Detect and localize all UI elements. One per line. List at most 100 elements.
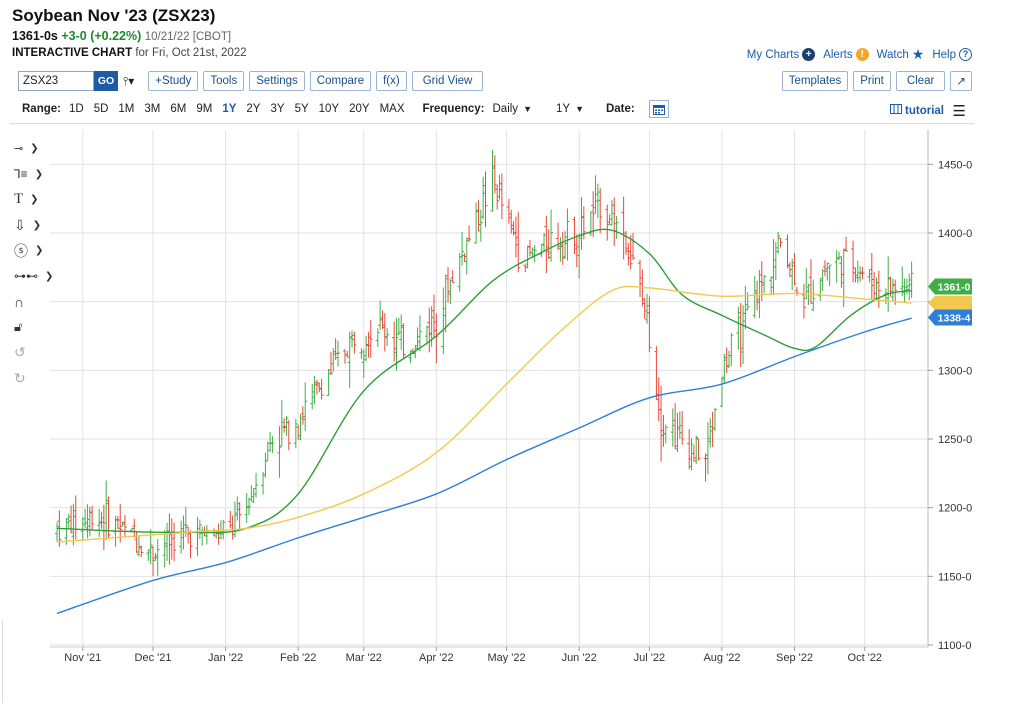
ohlc-bar	[572, 216, 577, 255]
crosshair-icon: ⊸	[14, 143, 24, 156]
range-2y[interactable]: 2Y	[246, 103, 261, 115]
range-1y[interactable]: 1Y	[222, 103, 237, 115]
text-tool[interactable]: T ❯	[14, 187, 48, 213]
ohlc-bar	[382, 312, 387, 352]
ohlc-bar	[129, 527, 134, 532]
range-5d[interactable]: 5D	[93, 103, 109, 115]
alerts-label: Alerts	[823, 48, 853, 61]
print-button[interactable]: Print	[853, 71, 891, 91]
ohlc-bar	[811, 279, 816, 312]
ohlc-bar	[314, 379, 319, 395]
ohlc-bar	[703, 453, 708, 482]
ohlc-bar	[612, 197, 617, 246]
ohlc-bar	[778, 237, 783, 248]
ohlc-bar	[867, 269, 872, 283]
ohlc-bar	[284, 416, 289, 436]
range-6m[interactable]: 6M	[170, 103, 187, 115]
range-bar: Range: 1D 5D 1M 3M 6M 9M 1Y 2Y 3Y 5Y 10Y 20Y MAX Fre…	[22, 100, 669, 118]
add-study-button[interactable]: +Study	[148, 71, 199, 91]
arrow-tool[interactable]: ⇩ ❯	[14, 213, 48, 239]
ohlc-bar	[834, 250, 839, 283]
expand-icon[interactable]: ↗	[950, 71, 972, 91]
lock-tool[interactable]: 🔓︎	[14, 315, 48, 341]
grid-view-button[interactable]: Grid View	[411, 71, 484, 91]
lines-tool[interactable]: ⅂≡ ❯	[14, 162, 48, 188]
range-1d[interactable]: 1D	[68, 103, 84, 115]
chevron-right-icon: ❯	[32, 219, 42, 231]
go-button[interactable]: GO	[94, 71, 118, 91]
ohlc-bar	[549, 209, 554, 262]
period-select[interactable]: 1Y ▼	[556, 103, 584, 115]
ohlc-bar	[696, 438, 701, 461]
undo-icon: ↺	[14, 344, 26, 361]
range-3y[interactable]: 3Y	[270, 103, 285, 115]
ohlc-bar	[506, 198, 511, 224]
ohlc-bar	[623, 230, 628, 255]
crosshair-tool[interactable]: ⊸ ❯	[14, 136, 48, 162]
ohlc-bar	[312, 375, 317, 405]
ohlc-bar	[64, 517, 69, 545]
function-button[interactable]: f(x)	[376, 71, 407, 91]
undo-tool[interactable]: ↺	[14, 340, 48, 366]
ohlc-bar	[785, 234, 790, 269]
range-3m[interactable]: 3M	[144, 103, 161, 115]
x-tick-label: Oct '22	[848, 652, 883, 664]
bar-type-icon[interactable]: ⫯▾	[123, 73, 135, 88]
x-tick-label: Dec '21	[135, 652, 172, 664]
range-1m[interactable]: 1M	[118, 103, 135, 115]
ohlc-bar	[741, 304, 746, 365]
ohlc-bar	[565, 208, 570, 261]
range-5y[interactable]: 5Y	[294, 103, 309, 115]
arrow-down-icon: ⇩	[14, 216, 26, 233]
ohlc-bar	[675, 412, 680, 453]
ohlc-bar	[527, 239, 532, 257]
symbol-input[interactable]	[18, 71, 94, 91]
ohlc-bar	[605, 204, 610, 241]
ohlc-bar	[204, 525, 209, 545]
alerts-link[interactable]: Alerts !	[823, 48, 869, 61]
ohlc-bar	[464, 237, 469, 275]
range-max[interactable]: MAX	[379, 103, 405, 115]
templates-button[interactable]: Templates	[781, 71, 849, 91]
ohlc-bar	[626, 242, 631, 266]
y-tick-label: 1400-0	[938, 228, 972, 240]
ohlc-bar	[490, 150, 495, 212]
subtitle-label: INTERACTIVE CHART	[12, 47, 133, 59]
divider	[10, 123, 974, 124]
calendar-icon[interactable]	[648, 100, 669, 118]
redo-tool[interactable]: ↻	[14, 366, 48, 392]
x-tick-label: Jun '22	[562, 652, 597, 664]
symbol-tool[interactable]: ⓢ ❯	[14, 238, 48, 264]
watch-link[interactable]: Watch ★	[877, 46, 925, 63]
range-9m[interactable]: 9M	[196, 103, 213, 115]
measure-tool[interactable]: ⊶⊷ ❯	[14, 264, 53, 290]
settings-button[interactable]: Settings	[249, 71, 305, 91]
help-label: Help	[932, 48, 956, 61]
my-charts-link[interactable]: My Charts +	[747, 48, 816, 61]
ohlc-bar	[448, 279, 453, 305]
tools-button[interactable]: Tools	[203, 71, 245, 91]
help-icon: ?	[959, 48, 972, 61]
ohlc-bar	[385, 327, 390, 346]
ohlc-bar	[495, 184, 500, 210]
tutorial-link[interactable]: tutorial	[890, 104, 944, 117]
ma-yellow-tag-shape	[928, 296, 972, 311]
menu-icon[interactable]: ☰	[952, 103, 966, 120]
ohlc-bar	[577, 233, 582, 279]
ohlc-bar	[499, 173, 504, 220]
redo-icon: ↻	[14, 369, 26, 386]
range-10y[interactable]: 10Y	[318, 103, 340, 115]
x-tick-label: Nov '21	[64, 652, 101, 664]
help-link[interactable]: Help ?	[932, 48, 972, 61]
ohlc-bar	[249, 485, 254, 502]
clear-button[interactable]: Clear	[895, 71, 946, 91]
ohlc-bar	[869, 252, 874, 300]
range-20y[interactable]: 20Y	[349, 103, 370, 115]
frequency-select[interactable]: Daily ▼	[493, 103, 532, 115]
ohlc-bar	[492, 155, 497, 194]
compare-button[interactable]: Compare	[309, 71, 372, 91]
magnet-icon: ∩	[14, 293, 25, 310]
magnet-tool[interactable]: ∩	[14, 289, 48, 315]
ohlc-bar	[794, 286, 799, 296]
